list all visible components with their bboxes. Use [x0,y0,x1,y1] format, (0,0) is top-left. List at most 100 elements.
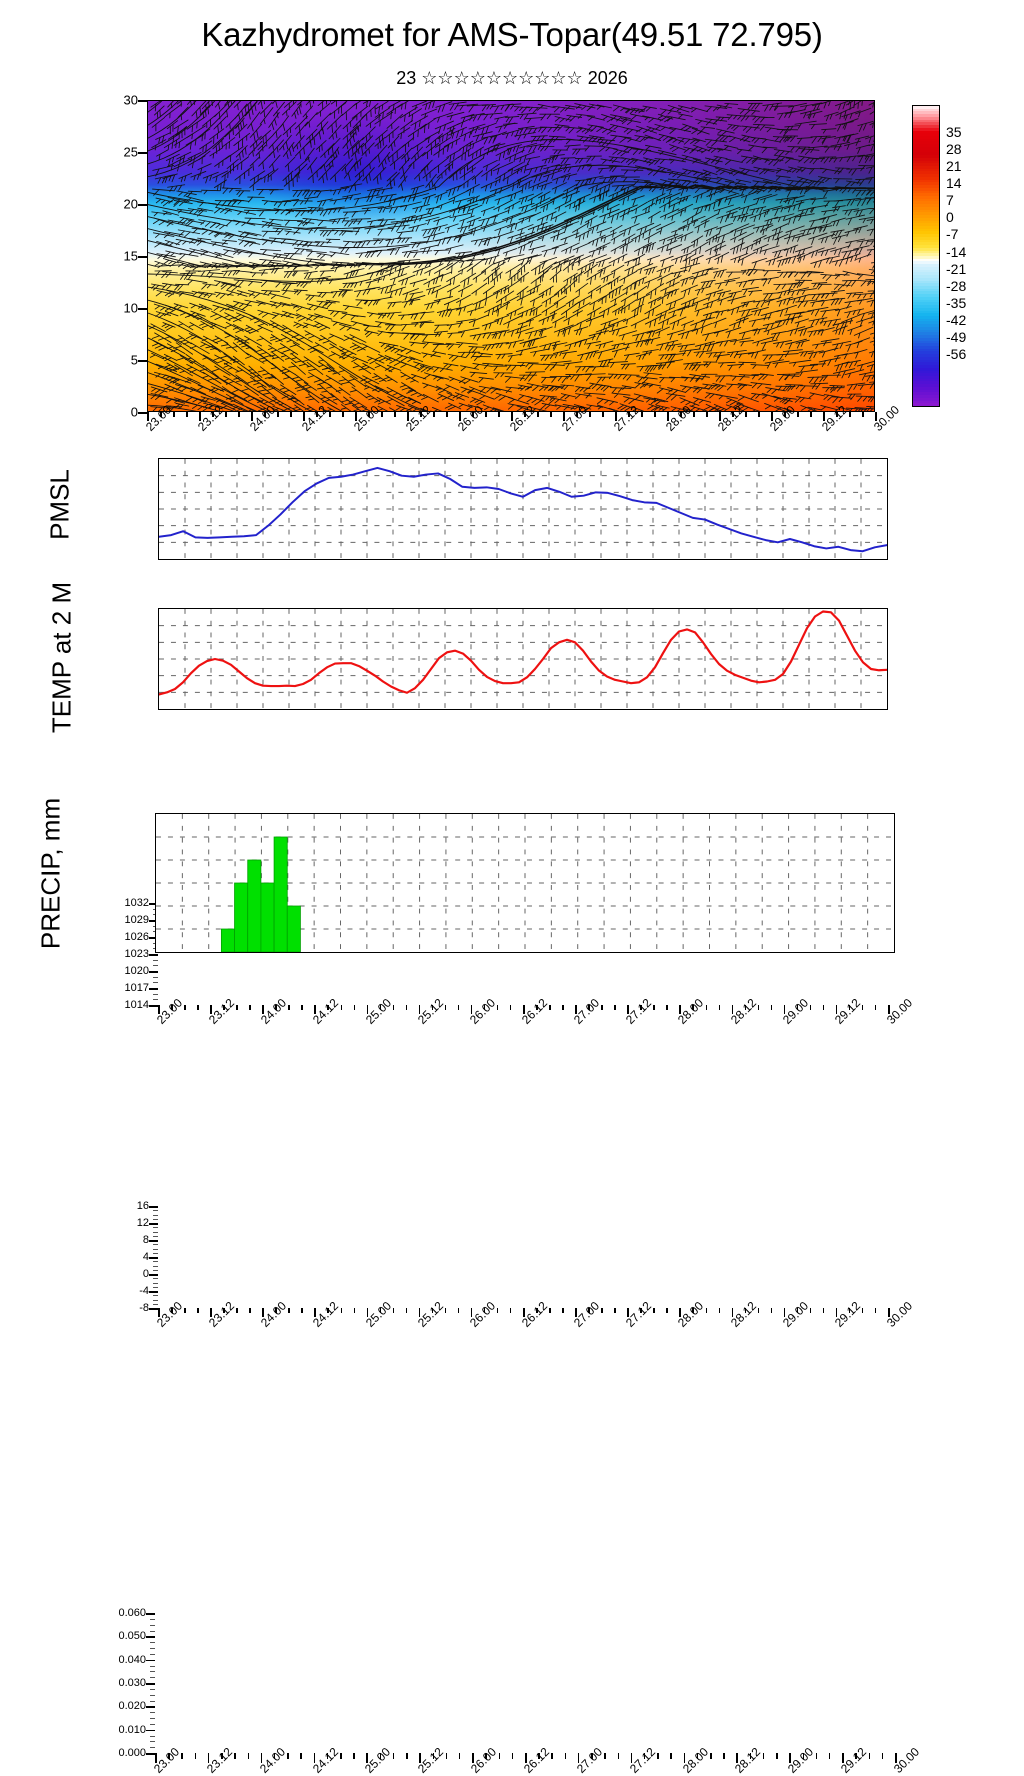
y-minor-tick-mark [150,1747,155,1748]
x-minor-tick-mark [771,1005,773,1010]
x-minor-tick-mark [657,1753,659,1759]
upper-air-plot-area[interactable] [147,100,875,412]
x-minor-tick-mark [692,1308,694,1313]
y-minor-tick-mark [150,1654,155,1655]
y-minor-tick-mark [150,1666,155,1667]
temperature-line-series [159,609,887,709]
precipitation-plot-area[interactable] [155,813,895,953]
colorbar-stripes [913,106,939,406]
x-minor-tick-mark [173,412,175,417]
x-minor-tick-mark [225,412,227,417]
x-minor-tick-mark [588,1005,590,1010]
precip-bar [274,837,287,952]
x-tick-label: 25.00 [363,996,394,1027]
x-minor-tick-mark [776,1753,778,1759]
y-tick-label: 8 [127,1234,149,1246]
x-minor-tick-mark [628,412,630,417]
y-minor-tick-mark [150,1718,155,1719]
x-minor-tick-mark [327,1005,329,1010]
x-minor-tick-mark [745,1005,747,1010]
x-tick-label: 23.12 [206,996,237,1027]
precip-bar [248,860,261,952]
x-minor-tick-mark [719,1005,721,1010]
x-minor-tick-mark [732,412,734,417]
colorbar-tick-label: 21 [946,158,962,174]
x-minor-tick-mark [274,1753,276,1759]
x-minor-tick-mark [745,412,747,417]
x-minor-tick-mark [855,1753,857,1759]
x-minor-tick-mark [223,1308,225,1313]
x-minor-tick-mark [184,1308,186,1313]
x-minor-tick-mark [380,1308,382,1313]
x-minor-tick-mark [614,1005,616,1010]
x-minor-tick-mark [485,412,487,417]
x-minor-tick-mark [680,412,682,417]
x-minor-tick-mark [653,1308,655,1313]
y-tick-mark [146,1613,155,1615]
x-tick-label: 25.00 [363,1299,394,1330]
x-minor-tick-mark [666,1308,668,1313]
x-minor-tick-mark [195,1753,197,1759]
colorbar-tick-label: -28 [946,278,966,294]
x-minor-tick-mark [816,1753,818,1759]
x-tick-label: 24.00 [258,996,289,1027]
x-tick-label: 26.12 [521,1745,552,1776]
x-minor-tick-mark [420,412,422,417]
x-minor-tick-mark [459,1753,461,1759]
x-minor-tick-mark [758,1005,760,1010]
y-tick-mark [149,1274,158,1276]
x-minor-tick-mark [670,1753,672,1759]
y-minor-tick-mark [150,1619,155,1620]
x-minor-tick-mark [406,1005,408,1010]
x-minor-tick-mark [602,412,604,417]
x-minor-tick-mark [710,1753,712,1759]
x-tick-label: 24.12 [310,1299,341,1330]
x-minor-tick-mark [644,1753,646,1759]
y-tick-label: -4 [127,1285,149,1297]
x-tick-label: 30.00 [871,403,902,434]
y-minor-tick-mark [150,1724,155,1725]
x-tick-label: 24.12 [310,1745,341,1776]
x-minor-tick-mark [562,1308,564,1313]
colorbar-tick-label: -35 [946,295,966,311]
y-tick-label: 0.060 [104,1607,146,1619]
x-tick-label: 29.00 [785,1745,816,1776]
x-tick-label: 30.00 [884,1299,915,1330]
y-tick-label: -8 [127,1302,149,1314]
streamline-group [149,101,874,411]
x-minor-tick-mark [797,1308,799,1313]
x-minor-tick-mark [591,1753,593,1759]
x-minor-tick-mark [810,412,812,417]
x-minor-tick-mark [836,412,838,417]
y-tick-mark [138,152,147,154]
x-minor-tick-mark [601,1005,603,1010]
x-minor-tick-mark [406,1308,408,1313]
x-tick-label: 25.12 [415,996,446,1027]
y-minor-tick-mark [153,1300,158,1301]
y-minor-tick-mark [153,1287,158,1288]
y-minor-tick-mark [153,1244,158,1245]
precipitation-bar-series [156,814,894,952]
x-minor-tick-mark [393,1005,395,1010]
x-minor-tick-mark [745,1308,747,1313]
y-tick-mark [146,1730,155,1732]
colorbar-tick-label: -56 [946,346,966,362]
pmsl-plot-area[interactable] [158,458,888,560]
x-minor-tick-mark [706,1308,708,1313]
x-minor-tick-mark [197,1005,199,1010]
wind-streamline-overlay [148,101,874,411]
colorbar-tick-label: 35 [946,124,962,140]
y-minor-tick-mark [153,1304,158,1305]
temperature-plot-area[interactable] [158,608,888,710]
y-minor-tick-mark [150,1695,155,1696]
x-minor-tick-mark [763,1753,765,1759]
x-tick-label: 25.12 [415,1745,446,1776]
x-minor-tick-mark [368,412,370,417]
y-tick-mark [149,1308,158,1310]
x-minor-tick-mark [640,1005,642,1010]
x-minor-tick-mark [614,1308,616,1313]
x-minor-tick-mark [340,1753,342,1759]
